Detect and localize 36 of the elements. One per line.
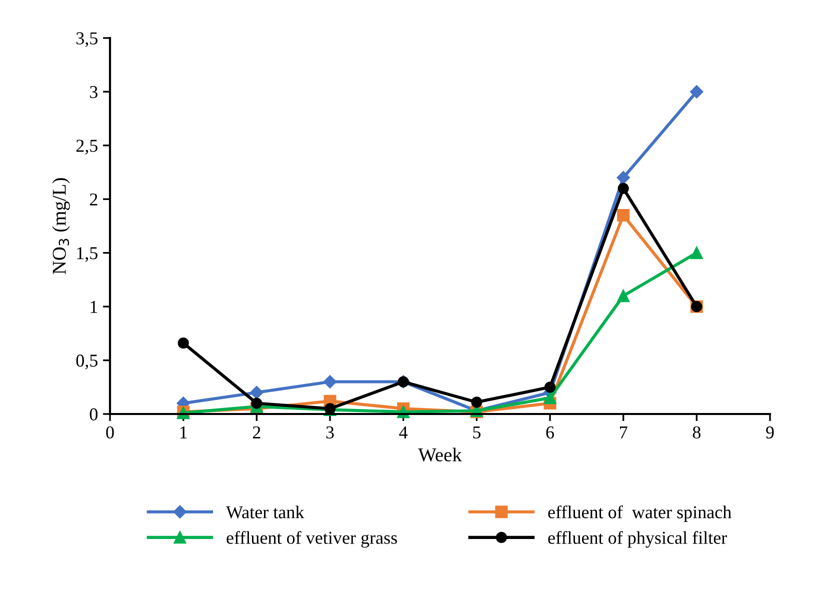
legend-label: effluent of physical filter <box>548 531 727 548</box>
point <box>616 171 630 184</box>
x-tick-label: 4 <box>399 426 408 438</box>
y-tick-label: 2 <box>90 193 98 206</box>
point <box>178 338 189 349</box>
y-tick-label: 3,5 <box>76 32 98 48</box>
x-tick-label: 2 <box>252 426 260 438</box>
x-tick-label: 8 <box>692 426 700 439</box>
x-tick-label: 0 <box>106 426 114 439</box>
y-tick-label: 0,5 <box>76 354 98 370</box>
legend-label: effluent of vetiver grass <box>226 531 397 548</box>
y-tick-label: 1,5 <box>77 247 98 262</box>
y-tick-label: 2,5 <box>76 140 98 154</box>
x-tick-label: 1 <box>180 426 187 438</box>
point <box>617 290 630 302</box>
x-tick-label: 6 <box>546 426 554 439</box>
point <box>617 209 630 222</box>
legend-label: Water tank <box>226 506 304 518</box>
point <box>323 375 337 388</box>
legend-label: effluent of water spinach <box>548 505 732 522</box>
point <box>544 382 556 393</box>
x-tick-label: 5 <box>473 426 480 439</box>
x-tick-label: 7 <box>620 426 628 438</box>
point <box>690 246 703 260</box>
y-axis-title: NO$_{3}$ (mg/L) <box>52 178 70 274</box>
x-tick-label: 9 <box>766 426 774 439</box>
point <box>618 182 629 194</box>
x-tick-label: 3 <box>326 426 334 439</box>
x-axis-title: Week <box>418 448 462 462</box>
point <box>544 392 556 404</box>
point <box>471 396 482 408</box>
y-tick-label: 1 <box>90 300 98 313</box>
point <box>690 85 704 98</box>
y-tick-label: 3 <box>90 86 98 98</box>
y-tick-label: 0 <box>90 408 98 420</box>
point <box>250 386 264 400</box>
